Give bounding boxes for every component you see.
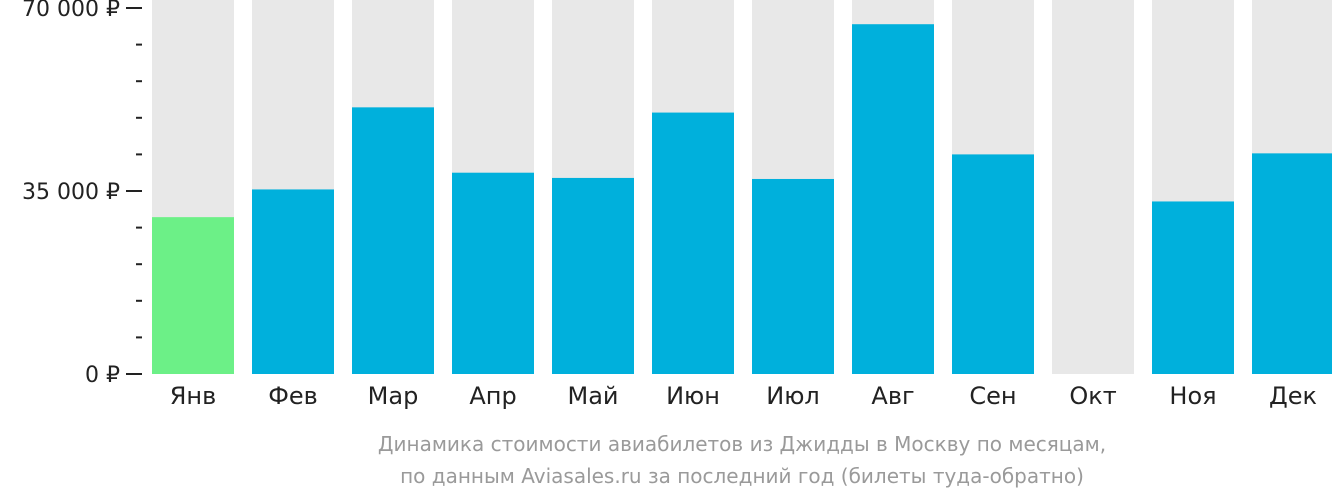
price-bar[interactable] <box>252 189 334 374</box>
price-bar[interactable] <box>1152 201 1234 374</box>
y-tick-label: 35 000 ₽ <box>22 180 120 205</box>
x-tick-label: Янв <box>170 382 217 410</box>
price-bar[interactable] <box>552 177 634 374</box>
price-bar[interactable] <box>352 107 434 374</box>
x-tick-label: Фев <box>268 382 318 410</box>
price-bar[interactable] <box>752 178 834 374</box>
y-tick-label: 70 000 ₽ <box>22 0 120 22</box>
price-bar[interactable] <box>652 112 734 375</box>
price-bar[interactable] <box>452 172 534 374</box>
chart-caption: Динамика стоимости авиабилетов из Джидды… <box>150 428 1332 492</box>
x-tick-label: Мар <box>368 382 419 410</box>
price-bars <box>152 24 1332 375</box>
x-tick-label: Ноя <box>1169 382 1216 410</box>
x-tick-label: Окт <box>1069 382 1116 410</box>
price-bar[interactable] <box>1252 153 1332 374</box>
y-axis: 0 ₽ 35 000 ₽ 70 000 ₽ <box>22 0 142 388</box>
x-tick-label: Сен <box>969 382 1016 410</box>
price-bar-chart: 0 ₽ 35 000 ₽ 70 000 ₽ Янв Фев Мар Апр Май Июн Ию… <box>22 0 1332 410</box>
x-tick-label: Дек <box>1269 382 1317 410</box>
x-axis-labels: Янв Фев Мар Апр Май Июн Июл Авг Сен Окт Ноя Дек <box>170 382 1317 410</box>
background-bar <box>1052 0 1134 374</box>
x-tick-label: Июн <box>666 382 720 410</box>
price-bar[interactable] <box>952 154 1034 374</box>
x-tick-label: Июл <box>766 382 820 410</box>
x-tick-label: Авг <box>871 382 914 410</box>
caption-line-1: Динамика стоимости авиабилетов из Джидды… <box>377 432 1107 456</box>
x-tick-label: Апр <box>469 382 516 410</box>
y-tick-label: 0 ₽ <box>85 363 120 388</box>
price-bar[interactable] <box>852 24 934 375</box>
caption-line-2: по данным Aviasales.ru за последний год … <box>400 464 1084 488</box>
price-bar[interactable] <box>152 217 234 374</box>
x-tick-label: Май <box>567 382 618 410</box>
